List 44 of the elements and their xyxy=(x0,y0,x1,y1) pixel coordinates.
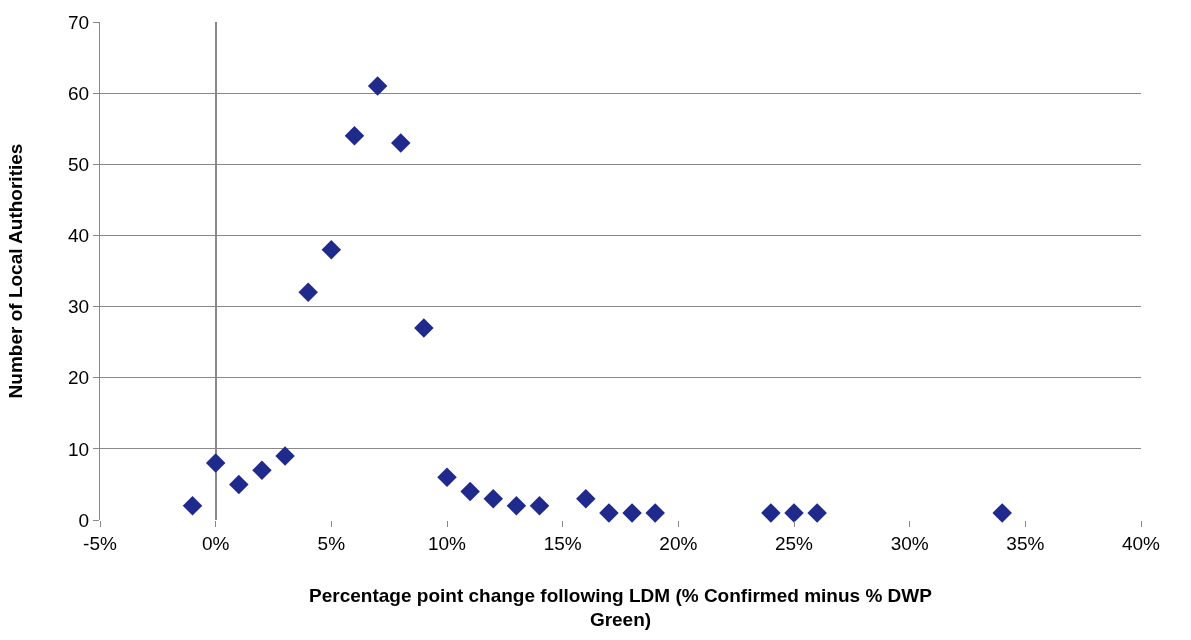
x-tick-label: 35% xyxy=(1006,532,1045,554)
x-tick-label: 40% xyxy=(1121,532,1161,554)
point xyxy=(229,474,249,495)
x-tick-label: 30% xyxy=(890,532,929,554)
point xyxy=(321,239,342,260)
x-tick-label: 15% xyxy=(543,532,582,554)
point xyxy=(645,503,665,523)
point xyxy=(622,503,642,523)
x-tick-label: 5% xyxy=(317,532,346,554)
y-tick-label: 0 xyxy=(78,509,90,531)
point xyxy=(529,496,550,516)
y-tick-label: 60 xyxy=(68,82,90,104)
x-tick-label: 10% xyxy=(427,532,467,554)
point xyxy=(784,503,804,523)
point xyxy=(182,496,203,516)
point xyxy=(992,503,1012,523)
x-axis-title: Percentage point change following LDM (% Confirmed minus % DWP Green) xyxy=(309,584,933,631)
point xyxy=(483,488,504,509)
x-tick-label: -5% xyxy=(83,532,117,554)
y-tick-label: 40 xyxy=(68,225,90,247)
point xyxy=(437,467,457,488)
point xyxy=(576,488,596,509)
point xyxy=(344,126,365,146)
point xyxy=(367,76,388,96)
y-tick-label: 70 xyxy=(68,11,90,33)
point xyxy=(414,318,434,338)
point xyxy=(205,453,226,473)
x-tick-label: 0% xyxy=(201,532,230,554)
point xyxy=(761,503,781,523)
point xyxy=(807,503,827,523)
x-tick-label: 20% xyxy=(659,532,698,554)
y-tick-label: 20 xyxy=(68,367,90,389)
y-tick-label: 50 xyxy=(68,153,90,175)
point xyxy=(390,133,411,153)
point xyxy=(298,282,318,303)
point xyxy=(460,481,480,502)
x-tick-label: 25% xyxy=(774,532,814,554)
y-axis-title: Number of Local Authorities xyxy=(4,143,26,399)
y-tick-label: 30 xyxy=(68,296,90,318)
point xyxy=(506,496,527,516)
point xyxy=(599,503,619,523)
point xyxy=(275,446,295,466)
point xyxy=(252,460,272,480)
y-tick-label: 10 xyxy=(68,438,90,460)
